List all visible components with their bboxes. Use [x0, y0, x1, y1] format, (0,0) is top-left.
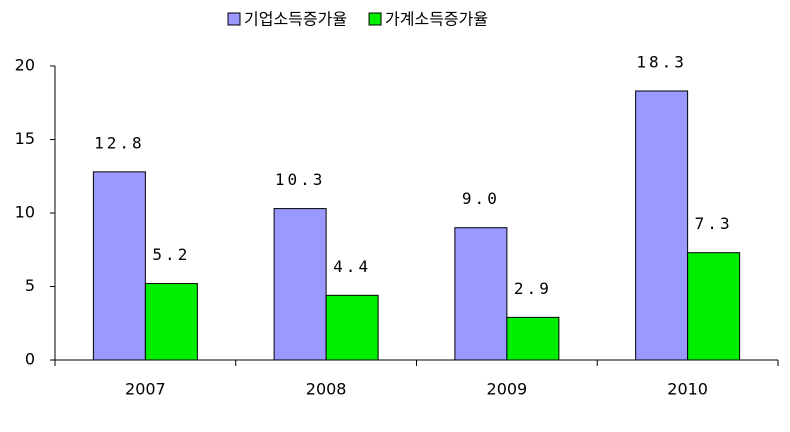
- y-tick-label: 0: [25, 350, 35, 369]
- data-label: 18.3: [636, 52, 687, 71]
- x-tick-label: 2009: [487, 380, 528, 399]
- y-tick-label: 20: [15, 56, 35, 75]
- y-tick-label: 15: [15, 129, 35, 148]
- legend-label: 기업소득증가율: [244, 10, 347, 29]
- data-label: 4.4: [333, 257, 371, 276]
- data-label: 5.2: [152, 245, 190, 264]
- bar: [144, 283, 198, 361]
- bar: [92, 171, 146, 361]
- bar: [454, 227, 508, 361]
- legend-label: 가계소득증가율: [385, 10, 488, 29]
- data-label: 10.3: [275, 170, 326, 189]
- x-tick-label: 2008: [306, 380, 347, 399]
- data-label: 9.0: [462, 189, 500, 208]
- bar: [506, 316, 560, 361]
- bar: [635, 90, 689, 361]
- bar: [687, 252, 741, 361]
- y-tick-label: 5: [25, 276, 35, 295]
- bar: [325, 294, 379, 361]
- data-label: 7.3: [695, 214, 733, 233]
- data-label: 12.8: [94, 133, 145, 152]
- legend-swatch: [227, 12, 241, 26]
- data-label: 2.9: [514, 279, 552, 298]
- x-tick-label: 2010: [667, 380, 708, 399]
- bar: [273, 208, 327, 361]
- y-tick-label: 10: [15, 203, 35, 222]
- legend-swatch: [368, 12, 382, 26]
- x-tick-label: 2007: [125, 380, 166, 399]
